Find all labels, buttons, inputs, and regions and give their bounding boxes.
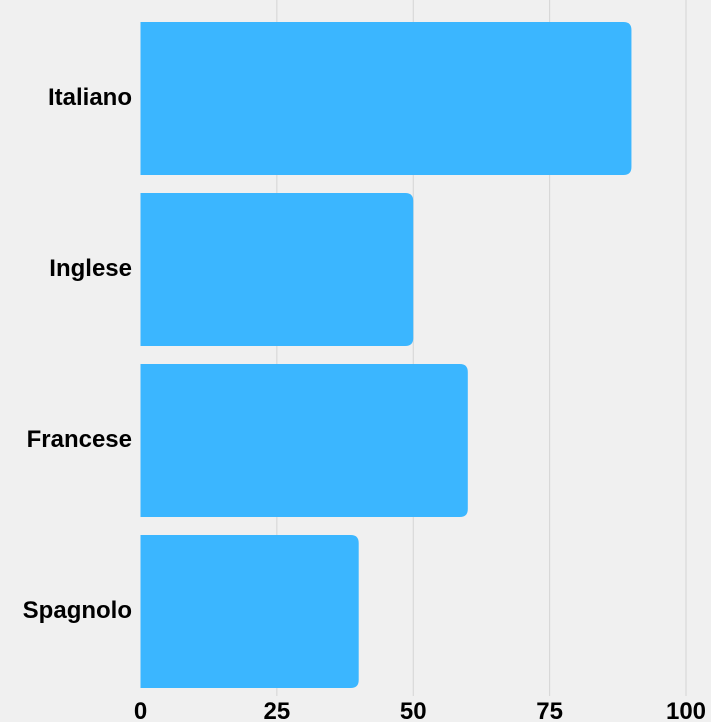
category-label-inglese: Inglese	[49, 255, 132, 282]
x-tick-label-0: 0	[134, 698, 147, 722]
bar-francese	[140, 364, 468, 517]
bar-spagnolo	[140, 535, 359, 688]
x-tick-label-100: 100	[666, 698, 706, 722]
x-tick-label-25: 25	[264, 698, 291, 722]
bars	[140, 22, 632, 688]
x-tick-labels: 0 25 50 75 100	[134, 698, 706, 722]
category-label-spagnolo: Spagnolo	[23, 597, 132, 624]
x-tick-label-75: 75	[536, 698, 563, 722]
bar-inglese	[140, 193, 414, 346]
category-label-francese: Francese	[27, 426, 132, 453]
bar-italiano	[140, 22, 632, 175]
x-tick-label-50: 50	[400, 698, 427, 722]
category-labels: Italiano Inglese Francese Spagnolo	[23, 84, 132, 624]
category-label-italiano: Italiano	[48, 84, 132, 111]
